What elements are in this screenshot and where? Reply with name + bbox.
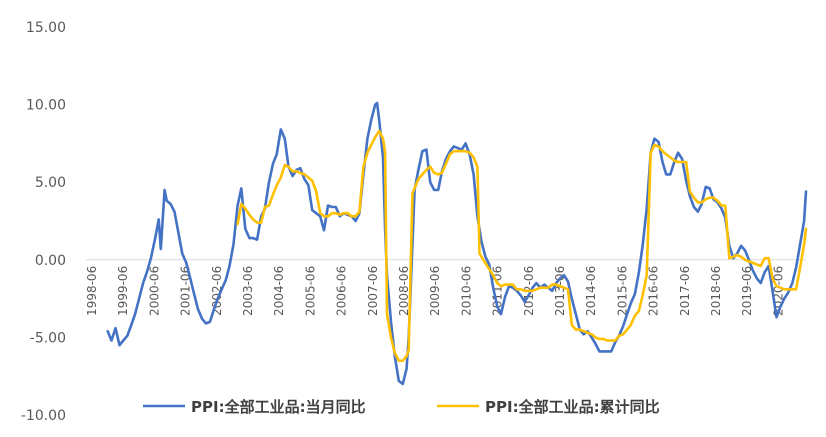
x-tick-label: 2001-06: [179, 266, 193, 316]
y-tick-label: -10.00: [21, 408, 66, 424]
x-tick-label: 2016-06: [647, 266, 661, 316]
x-tick-label: 2005-06: [303, 266, 317, 316]
legend-label-1: PPI:全部工业品:当月同比: [191, 398, 366, 416]
x-tick-label: 2015-06: [615, 266, 629, 316]
x-tick-label: 2008-06: [397, 266, 411, 316]
x-tick-label: 1999-06: [116, 266, 130, 316]
series-line-1: [106, 101, 808, 386]
x-tick-label: 2004-06: [272, 266, 286, 316]
x-tick-label: 1998-06: [85, 266, 99, 316]
x-tick-label: 2007-06: [366, 266, 380, 316]
x-tick-label: 2000-06: [147, 266, 161, 316]
x-tick-label: 2009-06: [428, 266, 442, 316]
x-tick-label: 2019-06: [740, 266, 754, 316]
x-tick-label: 2006-06: [335, 266, 349, 316]
y-tick-label: 0.00: [35, 253, 66, 269]
x-tick-label: 2018-06: [709, 266, 723, 316]
y-tick-label: -5.00: [30, 330, 66, 346]
y-tick-label: 15.00: [26, 20, 66, 36]
y-tick-label: 10.00: [26, 98, 66, 114]
x-tick-label: 2002-06: [210, 266, 224, 316]
y-tick-label: 5.00: [35, 175, 66, 191]
x-tick-label: 2017-06: [678, 266, 692, 316]
x-tick-label: 2010-06: [459, 266, 473, 316]
x-tick-label: 2003-06: [241, 266, 255, 316]
y-axis-ticks: 15.00 10.00 5.00 0.00 -5.00 -10.00: [21, 20, 66, 424]
x-tick-label: 2014-06: [584, 266, 598, 316]
series-lines: [106, 101, 808, 386]
legend: PPI:全部工业品:当月同比 PPI:全部工业品:累计同比: [143, 398, 660, 416]
legend-label-2: PPI:全部工业品:累计同比: [485, 398, 660, 416]
x-tick-label: 2013-06: [553, 266, 567, 316]
series-line-2: [236, 129, 808, 362]
